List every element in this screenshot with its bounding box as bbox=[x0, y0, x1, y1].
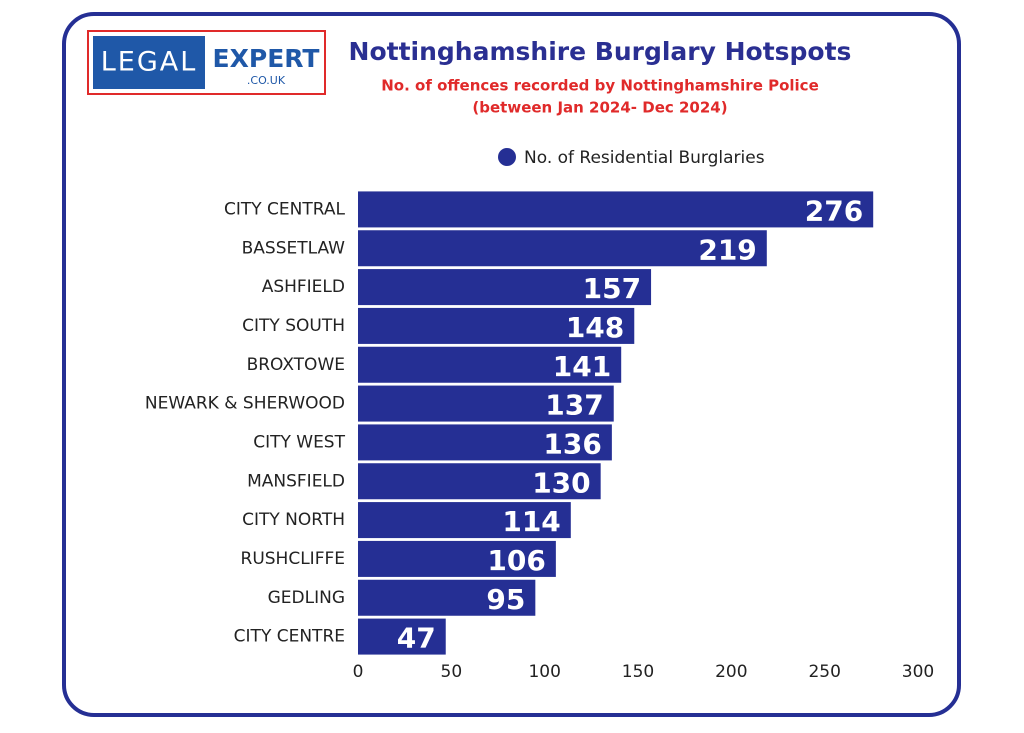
y-tick-label: CITY SOUTH bbox=[242, 316, 345, 336]
bar bbox=[358, 618, 446, 655]
x-tick-label: 300 bbox=[902, 662, 934, 682]
value-label: 136 bbox=[543, 427, 601, 460]
value-label: 106 bbox=[487, 544, 545, 577]
x-tick-label: 100 bbox=[528, 662, 560, 682]
value-label: 95 bbox=[486, 583, 525, 616]
bar bbox=[358, 385, 614, 422]
value-label: 141 bbox=[553, 350, 611, 383]
y-tick-label: RUSHCLIFFE bbox=[241, 549, 345, 569]
x-tick-label: 0 bbox=[353, 662, 364, 682]
subtitle: (between Jan 2024- Dec 2024) bbox=[472, 99, 727, 117]
value-label: 114 bbox=[502, 505, 560, 538]
value-label: 157 bbox=[583, 272, 641, 305]
y-tick-label: CITY CENTRAL bbox=[224, 199, 346, 219]
bar bbox=[358, 307, 635, 344]
x-tick-label: 150 bbox=[622, 662, 654, 682]
y-tick-label: NEWARK & SHERWOOD bbox=[145, 394, 345, 414]
x-tick-label: 50 bbox=[441, 662, 463, 682]
value-label: 47 bbox=[397, 622, 436, 655]
logo-right: EXPERT bbox=[213, 44, 320, 73]
y-tick-label: BROXTOWE bbox=[247, 355, 345, 375]
y-tick-label: MANSFIELD bbox=[247, 471, 345, 491]
legend-label: No. of Residential Burglaries bbox=[524, 148, 765, 168]
bar bbox=[358, 230, 767, 267]
chart-title: Nottinghamshire Burglary Hotspots bbox=[349, 37, 852, 66]
bar bbox=[358, 424, 612, 461]
bar bbox=[358, 269, 652, 306]
bar bbox=[358, 191, 874, 228]
y-tick-label: CITY WEST bbox=[253, 432, 345, 452]
value-label: 219 bbox=[698, 233, 756, 266]
logo-left: LEGAL bbox=[101, 47, 198, 78]
value-label: 276 bbox=[805, 194, 863, 227]
legend-marker bbox=[498, 148, 516, 166]
y-tick-label: CITY NORTH bbox=[242, 510, 345, 530]
subtitle: No. of offences recorded by Nottinghamsh… bbox=[381, 77, 819, 95]
bar bbox=[358, 579, 536, 616]
x-tick-label: 250 bbox=[808, 662, 840, 682]
y-tick-label: BASSETLAW bbox=[242, 238, 346, 258]
bar bbox=[358, 502, 571, 539]
logo-domain: .CO.UK bbox=[247, 74, 286, 87]
bar bbox=[358, 540, 556, 577]
value-label: 137 bbox=[545, 389, 603, 422]
x-tick-label: 200 bbox=[715, 662, 747, 682]
y-tick-label: GEDLING bbox=[268, 588, 345, 608]
bar bbox=[358, 463, 601, 500]
value-label: 130 bbox=[532, 466, 590, 499]
y-tick-label: CITY CENTRE bbox=[234, 627, 345, 647]
logo-block bbox=[93, 36, 205, 89]
y-tick-label: ASHFIELD bbox=[262, 277, 345, 297]
value-label: 148 bbox=[566, 311, 624, 344]
bar bbox=[358, 346, 622, 383]
